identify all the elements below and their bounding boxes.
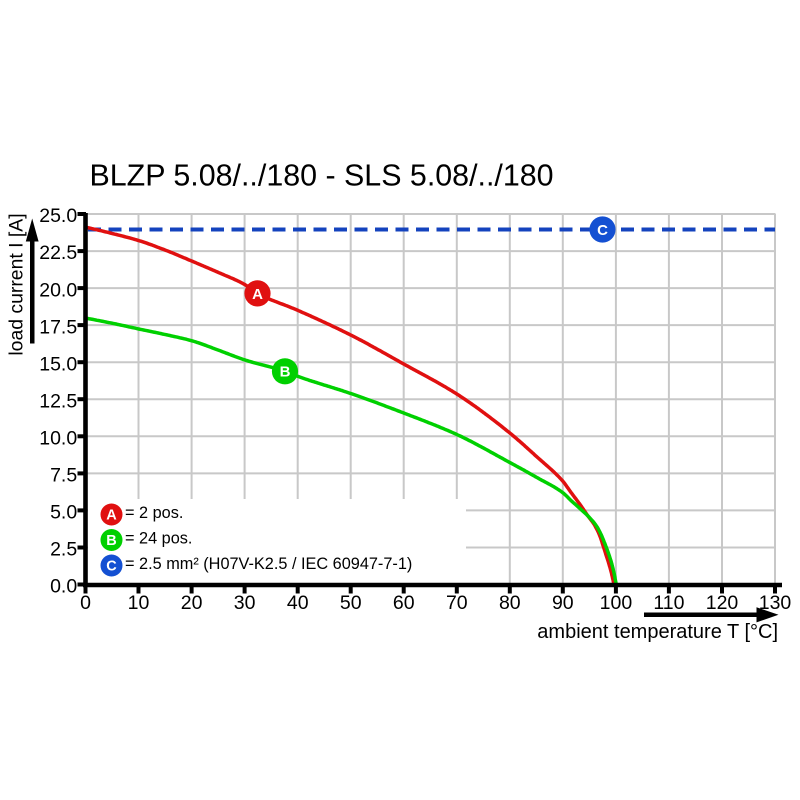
- svg-text:A: A: [106, 508, 117, 524]
- svg-text:= 24 pos.: = 24 pos.: [125, 530, 192, 548]
- svg-text:15.0: 15.0: [39, 353, 77, 375]
- svg-text:60: 60: [393, 592, 415, 614]
- svg-text:ambient temperature T [°C]: ambient temperature T [°C]: [537, 621, 778, 643]
- svg-text:120: 120: [706, 592, 739, 614]
- svg-text:2.5: 2.5: [50, 539, 77, 561]
- svg-text:10: 10: [128, 592, 150, 614]
- svg-text:0: 0: [80, 592, 91, 614]
- svg-text:20: 20: [181, 592, 203, 614]
- svg-text:load current I [A]: load current I [A]: [6, 213, 28, 355]
- svg-text:C: C: [597, 222, 608, 239]
- svg-text:C: C: [106, 559, 117, 575]
- svg-text:110: 110: [653, 592, 684, 614]
- svg-text:0.0: 0.0: [50, 576, 77, 598]
- svg-text:10.0: 10.0: [39, 428, 77, 450]
- svg-text:80: 80: [499, 592, 521, 614]
- svg-text:25.0: 25.0: [39, 205, 77, 227]
- svg-text:100: 100: [600, 592, 633, 614]
- svg-text:130: 130: [759, 592, 792, 614]
- svg-text:70: 70: [446, 592, 468, 614]
- svg-text:B: B: [106, 533, 116, 549]
- svg-text:BLZP 5.08/../180 - SLS 5.08/..: BLZP 5.08/../180 - SLS 5.08/../180: [90, 159, 554, 193]
- svg-text:12.5: 12.5: [39, 390, 77, 412]
- svg-text:B: B: [280, 364, 291, 381]
- svg-text:7.5: 7.5: [50, 465, 77, 487]
- svg-text:30: 30: [234, 592, 256, 614]
- svg-text:= 2.5 mm² (H07V-K2.5 / IEC 609: = 2.5 mm² (H07V-K2.5 / IEC 60947-7-1): [125, 555, 412, 573]
- svg-text:50: 50: [340, 592, 362, 614]
- svg-text:22.5: 22.5: [39, 242, 77, 264]
- svg-text:A: A: [252, 286, 263, 303]
- svg-text:20.0: 20.0: [39, 279, 77, 301]
- svg-text:40: 40: [287, 592, 309, 614]
- svg-text:5.0: 5.0: [50, 502, 77, 524]
- svg-text:17.5: 17.5: [39, 316, 77, 338]
- svg-text:= 2 pos.: = 2 pos.: [125, 504, 183, 522]
- svg-text:90: 90: [552, 592, 574, 614]
